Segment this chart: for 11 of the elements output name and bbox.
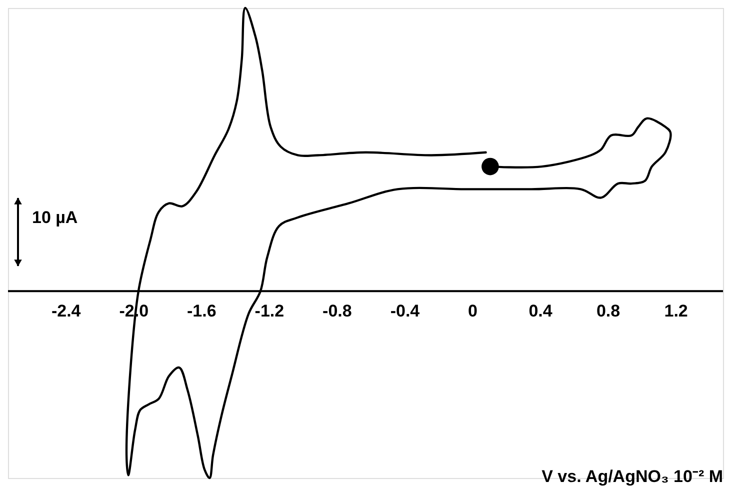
x-axis-title: V vs. Ag/AgNO₃ 10⁻² M (542, 467, 723, 486)
x-tick-label: 0.4 (528, 302, 553, 321)
x-tick-label: -2.4 (51, 302, 82, 321)
x-tick-label: 0.8 (596, 302, 620, 321)
annotation: 10 µA (32, 208, 78, 227)
x-tick-label: -1.6 (187, 302, 216, 321)
x-tick-label: 1.2 (664, 302, 688, 321)
x-tick-label: -0.8 (322, 302, 352, 321)
x-tick-label: -0.4 (390, 302, 420, 321)
x-tick-label: 0 (468, 302, 478, 321)
x-tick-label: -1.2 (254, 302, 284, 321)
